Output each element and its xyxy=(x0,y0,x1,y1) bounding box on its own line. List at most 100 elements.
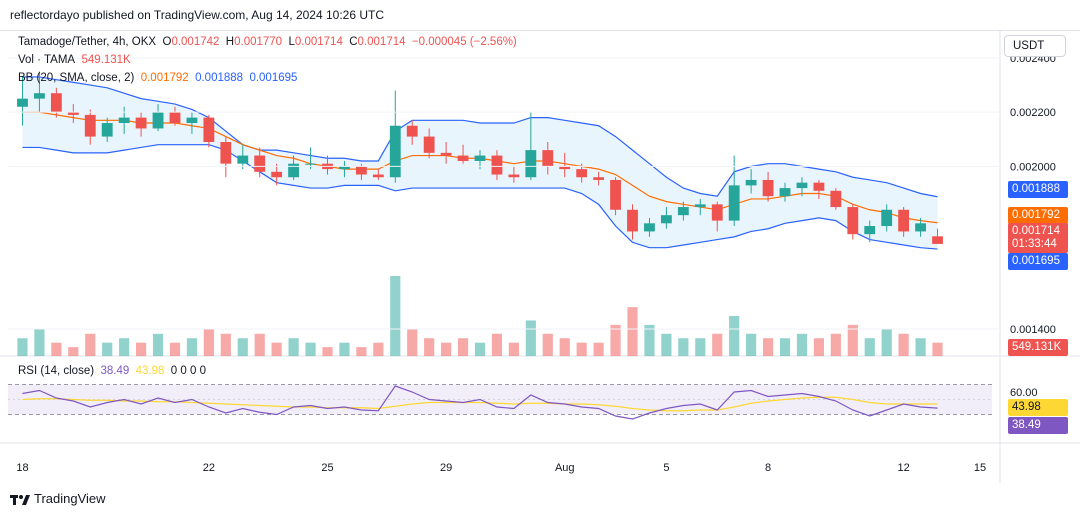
candle-body xyxy=(372,174,384,178)
candle-body xyxy=(559,166,571,170)
candle xyxy=(728,155,740,227)
volume-bar xyxy=(457,338,469,356)
bb-lower-line xyxy=(22,144,938,250)
candle-body xyxy=(881,209,893,227)
volume-bar xyxy=(136,342,147,356)
candle xyxy=(813,179,825,199)
candle xyxy=(67,104,79,124)
candle-countdown: 01:33:44 xyxy=(1012,238,1057,250)
candle xyxy=(830,188,842,210)
candle xyxy=(694,198,706,216)
candle-body xyxy=(474,155,486,161)
candle xyxy=(33,71,45,113)
candle-body xyxy=(915,223,927,232)
rsi-tick-label: 60.00 xyxy=(1010,387,1038,399)
candle-body xyxy=(220,142,232,164)
volume-bar xyxy=(51,342,62,356)
volume-bar xyxy=(220,333,231,356)
candle-body xyxy=(847,207,859,235)
candle xyxy=(169,106,181,126)
candle xyxy=(610,177,621,216)
volume-bar xyxy=(813,338,824,356)
candle xyxy=(339,160,350,178)
volume-bar xyxy=(881,329,892,356)
candle xyxy=(898,207,910,237)
volume-bar xyxy=(627,307,638,356)
time-tick-label: 25 xyxy=(321,462,333,474)
candle-body xyxy=(745,179,757,186)
volume-bar xyxy=(407,329,418,356)
volume-bar xyxy=(864,338,875,356)
volume-bar xyxy=(678,338,689,356)
volume-bar xyxy=(271,342,282,356)
chart-area[interactable]: 0.002400 0.002200 0.002000 0.001400 60.00 18 2… xyxy=(0,30,1080,486)
candle xyxy=(118,106,130,134)
candle xyxy=(847,204,859,240)
candle xyxy=(915,217,927,237)
symbol-title: Tamadoge/Tether, 4h, OKX xyxy=(18,36,157,48)
volume-bar xyxy=(729,316,740,356)
close-price-badge: 0.001714 01:33:44 xyxy=(1008,223,1068,253)
low-value: 0.001714 xyxy=(294,36,343,48)
volume-bar xyxy=(102,342,113,356)
candle-body xyxy=(67,112,79,115)
high-value: 0.001770 xyxy=(234,36,283,48)
candle xyxy=(152,104,164,132)
time-tick-label: Aug xyxy=(555,462,575,474)
candle-body xyxy=(491,155,503,175)
candle-body xyxy=(186,117,198,124)
candle-body xyxy=(694,204,706,208)
candle xyxy=(525,112,537,180)
candle xyxy=(440,142,452,164)
volume-bar xyxy=(339,342,350,356)
candle-body xyxy=(796,182,808,189)
bb-lower-value: 0.001695 xyxy=(249,72,298,84)
candle-body xyxy=(118,117,130,124)
currency-button[interactable]: USDT xyxy=(1004,35,1066,57)
candle xyxy=(406,120,418,145)
volume-bar xyxy=(796,333,808,356)
volume-bar xyxy=(68,347,79,356)
volume-bar xyxy=(712,333,723,356)
bb-upper-badge: 0.001888 xyxy=(1008,181,1068,198)
volume-bar xyxy=(237,338,248,356)
candle-body xyxy=(779,188,791,197)
volume-bar xyxy=(85,333,96,356)
candle xyxy=(762,171,774,202)
volume-bar xyxy=(644,324,655,356)
volume-bar xyxy=(898,333,909,356)
candle-body xyxy=(932,236,943,244)
publisher-line: reflectordayo published on TradingView.c… xyxy=(10,8,385,22)
volume-bar xyxy=(847,324,858,356)
volume-bar xyxy=(559,338,570,356)
volume-bar xyxy=(593,342,604,356)
candle-body xyxy=(898,209,910,232)
volume-bar xyxy=(322,347,333,356)
candle xyxy=(644,217,655,237)
candle xyxy=(84,109,96,145)
volume-bar xyxy=(424,338,435,356)
volume-bar xyxy=(830,333,841,356)
candle-body xyxy=(711,204,723,221)
candle xyxy=(372,169,384,180)
volume-bar xyxy=(288,338,299,356)
volume-bar xyxy=(661,333,672,356)
candle xyxy=(932,228,943,244)
tradingview-logo[interactable]: TradingView xyxy=(10,491,106,506)
candle xyxy=(288,155,300,180)
candle xyxy=(491,150,503,180)
candle-body xyxy=(762,179,774,197)
footer: TradingView xyxy=(0,485,1080,515)
open-label: O xyxy=(162,36,172,48)
candle-body xyxy=(17,98,28,107)
candle-body xyxy=(728,185,740,221)
rsi-badge: 38.49 xyxy=(1008,417,1068,434)
candle xyxy=(745,169,757,194)
candle-body xyxy=(813,182,825,191)
time-tick-label: 12 xyxy=(898,462,910,474)
candle-body xyxy=(288,163,300,178)
volume-bar xyxy=(932,342,943,356)
time-tick-label: 22 xyxy=(203,462,215,474)
candle xyxy=(559,152,571,178)
